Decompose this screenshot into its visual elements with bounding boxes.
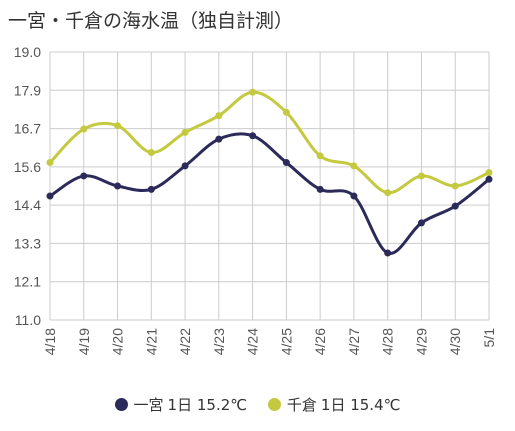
x-axis-tick-labels: 4/18 4/19 4/20 4/21 4/22 4/23 4/24 4/25 4/26 4/27… <box>42 328 497 355</box>
x-tick-label: 4/27 <box>346 328 362 355</box>
x-tick-label: 4/23 <box>211 328 227 355</box>
data-point-chikura[interactable] <box>485 169 493 177</box>
legend-item-chikura[interactable]: 千倉 1日 15.4℃ <box>267 394 401 415</box>
y-tick-label: 12.1 <box>14 274 41 290</box>
data-point-chikura[interactable] <box>215 112 223 120</box>
data-point-ichinomiya[interactable] <box>114 182 122 190</box>
data-point-ichinomiya[interactable] <box>282 159 290 167</box>
data-point-chikura[interactable] <box>46 159 54 167</box>
x-tick-label: 4/18 <box>42 328 58 355</box>
data-point-ichinomiya[interactable] <box>80 172 88 180</box>
data-point-ichinomiya[interactable] <box>181 162 189 170</box>
legend: 一宮 1日 15.2℃ 千倉 1日 15.4℃ <box>0 394 515 415</box>
data-point-ichinomiya[interactable] <box>350 192 358 200</box>
data-point-ichinomiya[interactable] <box>316 185 324 193</box>
data-point-chikura[interactable] <box>80 125 88 133</box>
data-point-ichinomiya[interactable] <box>46 192 54 200</box>
y-tick-label: 15.6 <box>14 159 41 175</box>
legend-latest-chikura: 1日 15.4℃ <box>320 396 401 414</box>
y-axis-tick-labels: 19.0 17.9 16.7 15.6 14.4 13.3 12.1 11.0 <box>14 44 41 328</box>
line-chart: 19.017.916.715.614.413.312.111.0 4/18 4/1… <box>14 44 497 355</box>
x-tick-label: 4/21 <box>143 328 159 355</box>
y-tick-label: 17.9 <box>14 82 41 98</box>
grid-lines <box>49 51 490 321</box>
y-tick-label: 14.4 <box>14 197 41 213</box>
y-tick-label: 13.3 <box>14 235 41 251</box>
data-point-ichinomiya[interactable] <box>147 185 155 193</box>
data-point-ichinomiya[interactable] <box>384 249 392 257</box>
x-tick-label: 4/26 <box>312 328 328 355</box>
data-point-chikura[interactable] <box>147 149 155 156</box>
chart-title: 一宮・千倉の海水温（独自計測） <box>8 10 294 32</box>
x-tick-label: 4/25 <box>278 328 294 355</box>
x-tick-label: 5/1 <box>481 328 497 348</box>
x-tick-label: 4/29 <box>413 328 429 355</box>
legend-latest-ichinomiya: 1日 15.2℃ <box>167 396 248 414</box>
data-point-chikura[interactable] <box>316 152 324 160</box>
data-point-ichinomiya[interactable] <box>485 175 493 183</box>
legend-item-ichinomiya[interactable]: 一宮 1日 15.2℃ <box>114 394 248 415</box>
data-point-chikura[interactable] <box>350 162 358 170</box>
x-tick-label: 4/28 <box>380 328 396 355</box>
x-tick-label: 4/20 <box>110 328 126 355</box>
y-tick-label: 19.0 <box>14 44 41 60</box>
data-point-ichinomiya[interactable] <box>451 202 459 210</box>
x-tick-label: 4/30 <box>447 328 463 355</box>
legend-marker-chikura <box>267 398 281 411</box>
data-point-chikura[interactable] <box>282 108 290 116</box>
legend-name-chikura: 千倉 <box>286 396 317 414</box>
data-point-chikura[interactable] <box>417 172 425 180</box>
legend-marker-ichinomiya <box>114 398 128 411</box>
legend-name-ichinomiya: 一宮 <box>133 396 164 414</box>
y-tick-label: 11.0 <box>15 312 41 328</box>
data-point-chikura[interactable] <box>384 189 392 197</box>
x-tick-label: 4/24 <box>245 328 261 355</box>
series-line-ichinomiya <box>48 132 491 255</box>
x-tick-label: 4/22 <box>177 328 193 355</box>
x-tick-label: 4/19 <box>76 328 92 355</box>
data-point-chikura[interactable] <box>249 88 257 96</box>
y-tick-label: 16.7 <box>14 121 41 137</box>
data-point-chikura[interactable] <box>451 182 459 190</box>
data-point-ichinomiya[interactable] <box>417 219 425 227</box>
data-point-chikura[interactable] <box>181 128 189 136</box>
data-point-ichinomiya[interactable] <box>215 135 223 143</box>
series-lines <box>46 88 493 257</box>
data-point-chikura[interactable] <box>114 122 122 130</box>
data-point-ichinomiya[interactable] <box>249 132 257 140</box>
